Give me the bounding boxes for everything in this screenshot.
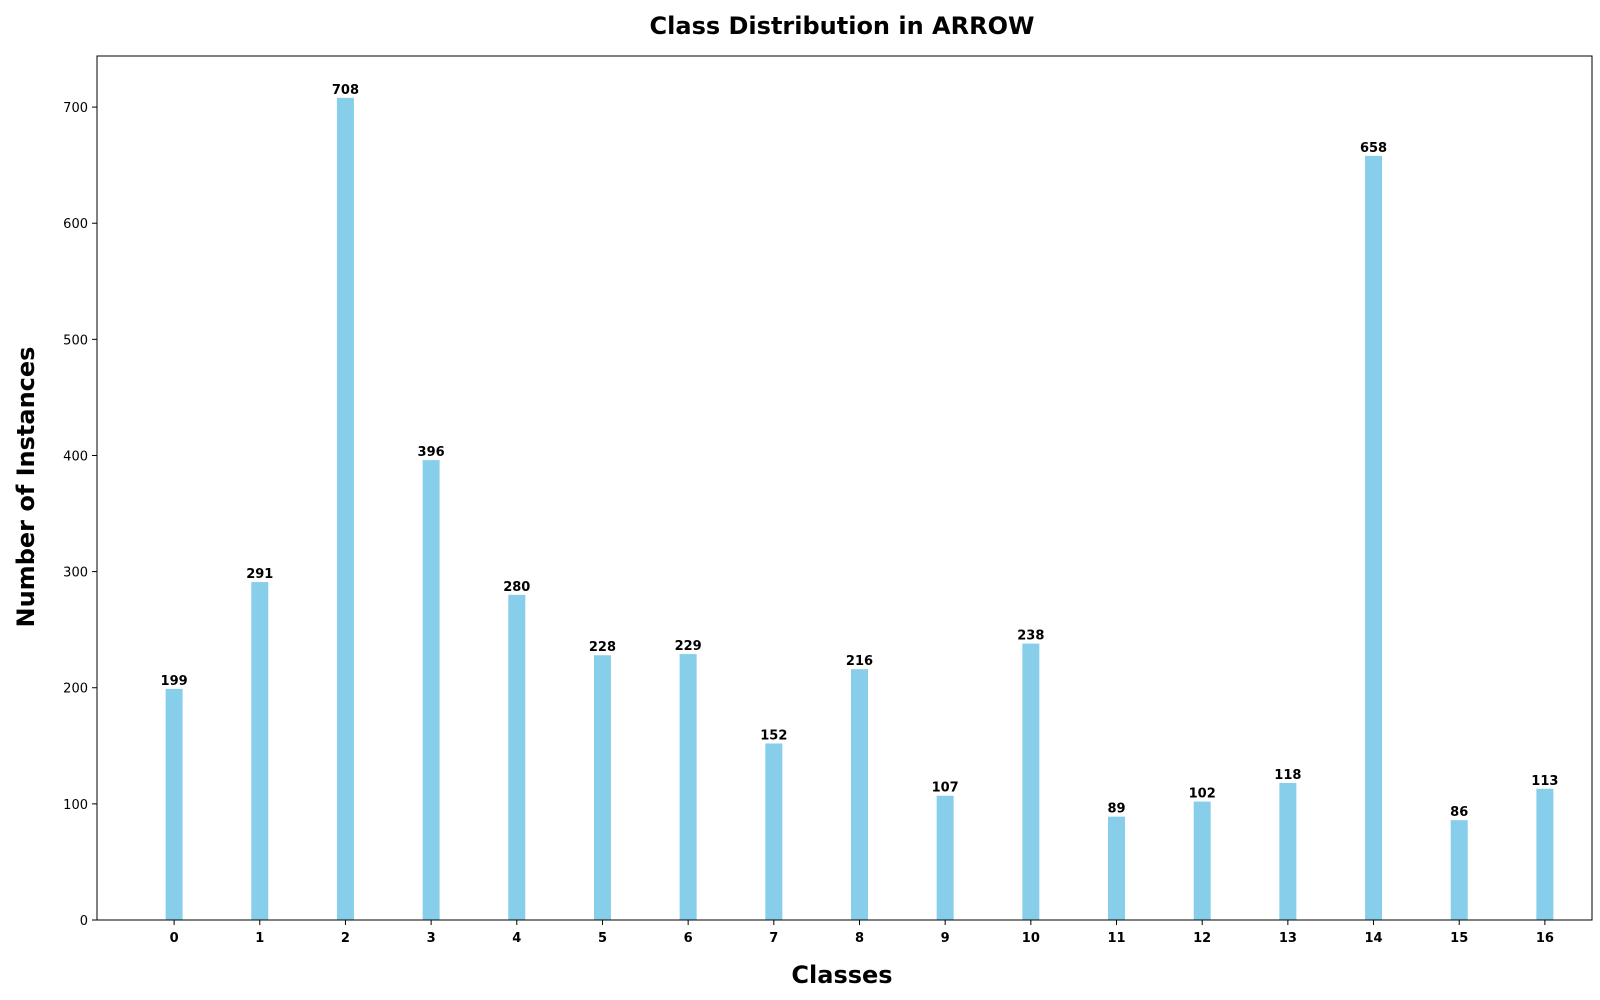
bar-class-10: [1022, 643, 1040, 920]
data-label-class-13: 118: [1274, 768, 1301, 783]
x-tick-label: 13: [1279, 931, 1297, 946]
y-tick-label: 400: [63, 449, 88, 464]
data-label-class-1: 291: [246, 567, 273, 582]
data-label-class-6: 229: [675, 639, 702, 654]
x-tick-label: 15: [1450, 931, 1468, 946]
data-label-class-2: 708: [332, 83, 359, 98]
x-tick-label: 11: [1107, 931, 1125, 946]
data-label-class-3: 396: [418, 445, 445, 460]
data-label-class-0: 199: [161, 674, 188, 689]
bar-class-15: [1450, 820, 1468, 920]
plot-area-frame: [96, 55, 1593, 921]
data-label-class-4: 280: [503, 580, 530, 595]
bar-class-14: [1365, 155, 1383, 920]
y-tick-label: 700: [63, 101, 88, 116]
x-tick-label: 12: [1193, 931, 1211, 946]
bar-class-8: [850, 669, 868, 920]
x-tick-label: 9: [941, 931, 950, 946]
chart-title: Class Distribution in ARROW: [650, 12, 1035, 40]
y-tick-label: 0: [80, 914, 88, 929]
y-tick-label: 100: [63, 798, 88, 813]
x-tick-label: 1: [255, 931, 264, 946]
data-label-class-7: 152: [760, 728, 787, 743]
x-tick-label: 16: [1536, 931, 1554, 946]
bar-class-6: [679, 654, 697, 920]
x-tick-label: 7: [769, 931, 778, 946]
data-label-class-8: 216: [846, 654, 873, 669]
bar-class-9: [936, 795, 954, 920]
bar-class-16: [1536, 788, 1554, 920]
bar-class-2: [336, 97, 354, 920]
x-tick-label: 14: [1364, 931, 1382, 946]
data-label-class-15: 86: [1450, 805, 1468, 820]
x-tick-label: 10: [1022, 931, 1040, 946]
data-label-class-5: 228: [589, 640, 616, 655]
y-tick-label: 600: [63, 217, 88, 232]
data-label-class-12: 102: [1189, 787, 1216, 802]
bar-class-11: [1108, 816, 1126, 920]
y-axis: 0 100 200 300 400 500 600 700: [63, 101, 97, 929]
x-tick-label: 2: [341, 931, 350, 946]
data-label-class-14: 658: [1360, 141, 1387, 156]
bar-class-13: [1279, 782, 1297, 920]
x-tick-label: 5: [598, 931, 607, 946]
y-tick-label: 300: [63, 566, 88, 581]
bar-class-12: [1193, 801, 1211, 920]
x-tick-label: 4: [512, 931, 521, 946]
bar-class-0: [165, 688, 183, 920]
bars-group: [165, 97, 1554, 920]
data-labels-group: 199 291 708 396 280 228 229 152 216 107 238 89 102 11…: [161, 83, 1559, 820]
y-axis-label: Number of Instances: [12, 347, 40, 628]
y-tick-label: 200: [63, 682, 88, 697]
x-axis-label: Classes: [791, 961, 892, 989]
data-label-class-10: 238: [1017, 629, 1044, 644]
data-label-class-16: 113: [1531, 774, 1558, 789]
x-tick-label: 6: [684, 931, 693, 946]
data-label-class-11: 89: [1107, 802, 1125, 817]
x-tick-label: 8: [855, 931, 864, 946]
x-tick-label: 0: [170, 931, 179, 946]
bar-class-7: [765, 743, 783, 920]
bar-class-5: [593, 655, 611, 920]
bar-class-3: [422, 460, 440, 920]
data-label-class-9: 107: [932, 781, 959, 796]
bar-class-1: [251, 582, 269, 920]
x-axis: 0 1 2 3 4 5 6 7 8 9 10 11 12 13 14 15 16: [170, 920, 1554, 946]
x-tick-label: 3: [427, 931, 436, 946]
y-tick-label: 500: [63, 333, 88, 348]
bar-class-4: [508, 594, 526, 920]
